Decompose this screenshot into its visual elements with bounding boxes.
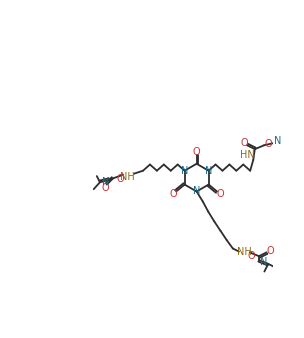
Text: N: N <box>193 187 200 196</box>
Text: NH: NH <box>120 172 135 182</box>
Text: O: O <box>264 139 272 149</box>
Text: O: O <box>102 183 109 193</box>
Text: O: O <box>267 246 274 256</box>
Text: O: O <box>216 189 224 199</box>
Text: N: N <box>260 257 267 267</box>
Text: O: O <box>240 138 248 148</box>
Text: N: N <box>181 166 188 176</box>
Text: HN: HN <box>240 150 254 160</box>
Text: O: O <box>247 251 255 261</box>
Text: NH: NH <box>237 247 252 257</box>
Text: O: O <box>193 147 200 157</box>
Text: N: N <box>102 177 109 187</box>
Text: N: N <box>274 137 282 146</box>
Text: N: N <box>205 166 212 176</box>
Text: O: O <box>169 189 177 199</box>
Text: O: O <box>117 174 125 184</box>
